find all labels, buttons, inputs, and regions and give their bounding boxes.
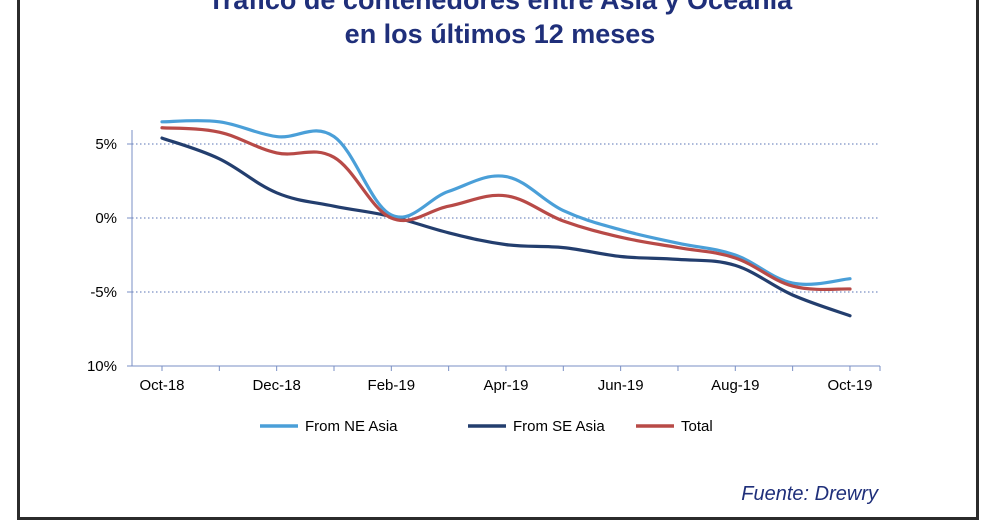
x-tick-label: Dec-18 bbox=[252, 377, 300, 394]
x-tick-label: Aug-19 bbox=[711, 377, 759, 394]
y-tick-label: -5% bbox=[90, 284, 117, 301]
grid-lines bbox=[132, 143, 880, 293]
x-tick-label: Oct-19 bbox=[827, 377, 872, 394]
legend-label-from-ne-asia: From NE Asia bbox=[305, 418, 398, 435]
x-tick-label: Feb-19 bbox=[368, 377, 416, 394]
series-line-from-ne-asia bbox=[160, 119, 852, 286]
series-line-from-se-asia bbox=[160, 136, 852, 318]
y-tick-label: 0% bbox=[95, 210, 117, 227]
legend-label-total: Total bbox=[681, 418, 713, 435]
x-tick-label: Jun-19 bbox=[598, 377, 644, 394]
series-line-total bbox=[160, 126, 852, 292]
y-tick-label: 5% bbox=[95, 136, 117, 153]
y-tick-label: 10% bbox=[87, 358, 117, 375]
chart-title-line-1: Tráfico de contenedores entre Asia y Oce… bbox=[207, 0, 793, 15]
line-chart: 5% 0% -5% 10% Oct-18 Dec-18 Feb-19 Apr-19 Jun-1… bbox=[87, 119, 881, 435]
y-axis-ticks: 5% 0% -5% 10% bbox=[87, 136, 117, 375]
source-credit: Fuente: Drewry bbox=[741, 483, 878, 505]
legend: From NE Asia From SE Asia Total bbox=[260, 418, 713, 435]
series-lines bbox=[160, 119, 852, 318]
x-tick-label: Apr-19 bbox=[483, 377, 528, 394]
x-tick-label: Oct-18 bbox=[139, 377, 184, 394]
legend-label-from-se-asia: From SE Asia bbox=[513, 418, 605, 435]
chart-title-line-2: en los últimos 12 meses bbox=[344, 19, 656, 49]
axes bbox=[127, 130, 881, 371]
x-axis-ticks: Oct-18 Dec-18 Feb-19 Apr-19 Jun-19 Aug-19 Oct-… bbox=[139, 377, 872, 394]
